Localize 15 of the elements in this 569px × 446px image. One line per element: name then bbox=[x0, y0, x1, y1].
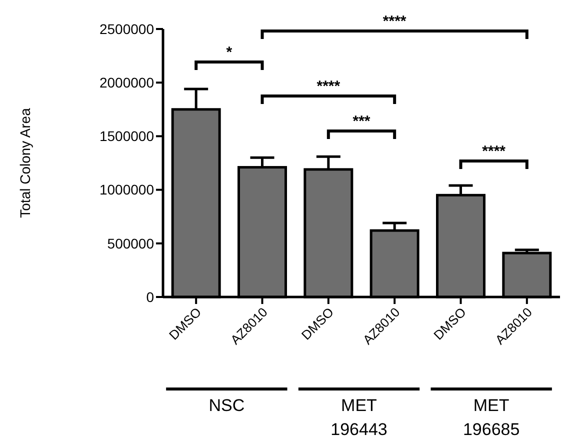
y-tick-label: 1000000 bbox=[99, 182, 154, 198]
text: NSC bbox=[208, 396, 245, 415]
y-tick-label: 2500000 bbox=[99, 20, 154, 37]
text: MET 196443 bbox=[330, 396, 388, 439]
y-tick-label: 500000 bbox=[107, 235, 154, 252]
annotation: **** bbox=[316, 78, 340, 95]
y-tick-label: 2000000 bbox=[99, 74, 154, 90]
annotation: *** bbox=[352, 113, 370, 130]
annotation: * bbox=[226, 44, 232, 61]
annotation: **** bbox=[482, 143, 506, 160]
annotation: **** bbox=[382, 13, 406, 30]
y-tick-label: 0 bbox=[146, 288, 154, 305]
y-tick-label: 1500000 bbox=[99, 128, 154, 144]
text: MET 196685 bbox=[462, 396, 520, 439]
y-axis-title: Total Colony Area bbox=[17, 108, 33, 218]
